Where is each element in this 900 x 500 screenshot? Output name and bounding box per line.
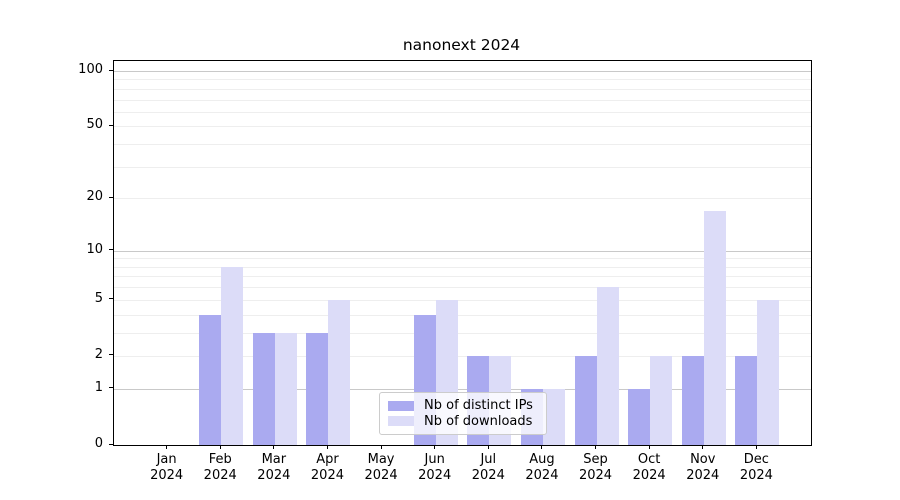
gridline-minor-6 xyxy=(114,287,811,289)
bar-downloads-mar xyxy=(274,332,297,445)
x-tick-label-aug: Aug 2024 xyxy=(525,452,559,483)
bar-ips-dec xyxy=(735,355,758,445)
x-tick-label-jul: Jul 2024 xyxy=(471,452,505,483)
gridline-minor-2 xyxy=(114,355,811,357)
y-tick-label-10: 10 xyxy=(86,241,103,257)
x-tick-label-apr: Apr 2024 xyxy=(310,452,344,483)
bar-downloads-apr xyxy=(328,299,351,445)
y-tick-5 xyxy=(109,298,113,300)
gridline-minor-40 xyxy=(114,144,811,146)
x-tick-label-oct: Oct 2024 xyxy=(632,452,666,483)
gridline-major-10 xyxy=(114,250,811,252)
legend-item-downloads: Nb of downloads xyxy=(388,414,538,430)
bar-downloads-feb xyxy=(221,266,244,445)
x-tick-jan xyxy=(166,445,168,449)
x-tick-label-may: May 2024 xyxy=(364,452,398,483)
y-tick-2 xyxy=(109,354,113,356)
gridline-minor-90 xyxy=(114,79,811,81)
gridline-minor-5 xyxy=(114,299,811,301)
x-tick-dec xyxy=(755,445,757,449)
bar-ips-oct xyxy=(628,388,651,445)
bar-downloads-nov xyxy=(703,210,726,445)
x-tick-sep xyxy=(595,445,597,449)
legend-label: Nb of downloads xyxy=(424,413,533,429)
y-tick-label-1: 1 xyxy=(94,379,103,395)
bar-downloads-oct xyxy=(650,355,673,445)
gridline-major-100 xyxy=(114,71,811,72)
gridline-minor-60 xyxy=(114,111,811,113)
y-tick-label-2: 2 xyxy=(94,346,103,362)
x-tick-label-sep: Sep 2024 xyxy=(578,452,613,483)
y-tick-label-50: 50 xyxy=(86,117,103,133)
y-tick-1 xyxy=(109,387,113,389)
y-tick-10 xyxy=(109,249,113,251)
gridline-minor-8 xyxy=(114,266,811,268)
x-tick-label-feb: Feb 2024 xyxy=(203,452,237,483)
x-tick-label-jan: Jan 2024 xyxy=(150,452,184,483)
x-tick-apr xyxy=(326,445,328,449)
y-tick-label-0: 0 xyxy=(94,436,103,451)
legend-swatch-downloads xyxy=(388,416,414,427)
bar-downloads-dec xyxy=(757,299,780,445)
chart-title: nanonext 2024 xyxy=(402,36,521,54)
y-tick-0 xyxy=(109,443,113,445)
bar-downloads-sep xyxy=(596,287,619,445)
y-tick-label-20: 20 xyxy=(86,189,103,205)
x-tick-oct xyxy=(648,445,650,449)
gridline-minor-80 xyxy=(114,88,811,90)
x-tick-may xyxy=(380,445,382,449)
bar-ips-apr xyxy=(306,332,329,445)
plot-area: Nb of distinct IPs Nb of downloads xyxy=(113,60,812,446)
x-tick-nov xyxy=(702,445,704,449)
legend-item-distinct-ips: Nb of distinct IPs xyxy=(388,398,538,414)
bar-ips-feb xyxy=(199,314,222,445)
legend-label: Nb of distinct IPs xyxy=(424,398,533,414)
gridline-minor-20 xyxy=(114,198,811,200)
y-tick-100 xyxy=(109,69,113,71)
bar-downloads-aug xyxy=(542,388,565,445)
x-tick-feb xyxy=(219,445,221,449)
x-tick-jun xyxy=(434,445,436,449)
bar-ips-sep xyxy=(574,355,597,445)
gridline-minor-50 xyxy=(114,126,811,128)
x-tick-label-nov: Nov 2024 xyxy=(686,452,720,483)
gridline-minor-3 xyxy=(114,332,811,334)
gridline-minor-70 xyxy=(114,99,811,101)
x-tick-aug xyxy=(541,445,543,449)
y-tick-50 xyxy=(109,124,113,126)
x-tick-mar xyxy=(273,445,275,449)
legend-swatch-distinct-ips xyxy=(388,400,414,411)
gridline-major-1 xyxy=(114,388,811,390)
x-tick-jul xyxy=(487,445,489,449)
y-tick-label-100: 100 xyxy=(78,62,103,77)
bar-ips-nov xyxy=(681,355,704,445)
gridline-minor-4 xyxy=(114,314,811,316)
y-tick-20 xyxy=(109,196,113,198)
bar-ips-mar xyxy=(252,332,275,445)
y-tick-label-5: 5 xyxy=(94,290,103,306)
x-tick-label-mar: Mar 2024 xyxy=(257,452,291,483)
gridline-minor-7 xyxy=(114,276,811,278)
x-tick-label-dec: Dec 2024 xyxy=(739,452,773,483)
gridline-minor-30 xyxy=(114,166,811,168)
x-tick-label-jun: Jun 2024 xyxy=(418,452,452,483)
gridline-minor-9 xyxy=(114,258,811,260)
legend: Nb of distinct IPs Nb of downloads xyxy=(379,392,547,435)
